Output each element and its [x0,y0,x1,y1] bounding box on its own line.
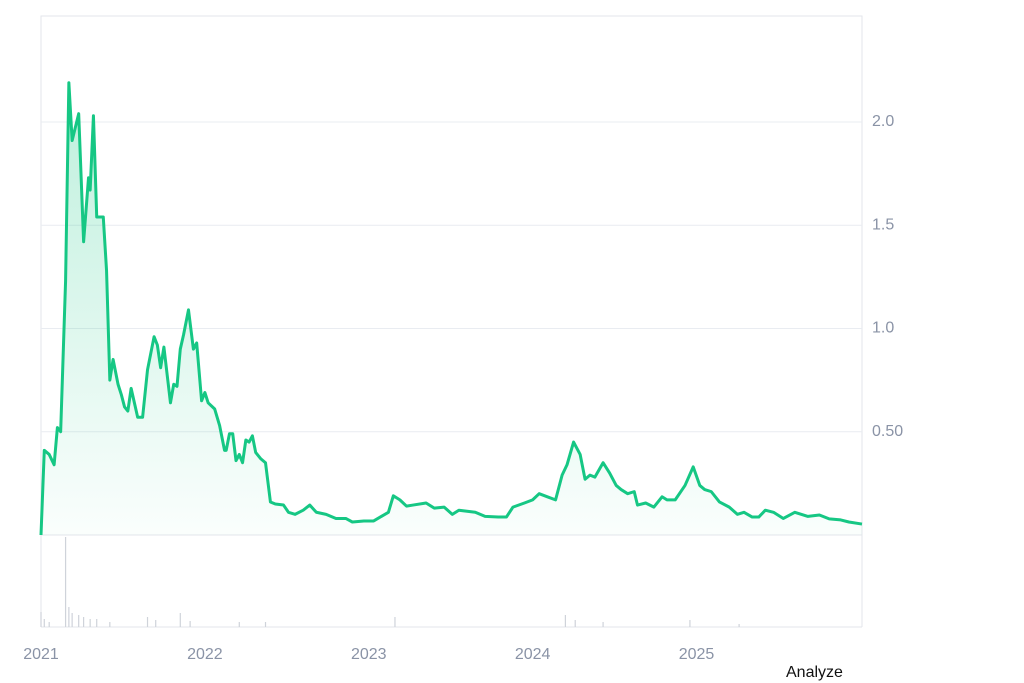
volume-bar [40,612,42,627]
volume-bar [89,619,91,627]
price-line [39,81,863,536]
x-tick-label: 2023 [351,646,387,663]
plot-frame [40,15,863,627]
volume-bar [48,622,50,627]
volume-bar [43,619,45,627]
volume-bar [394,617,396,627]
volume-bar [78,615,80,627]
volume-bar [574,620,576,627]
x-tick-label: 2021 [23,646,59,663]
x-tick-label: 2025 [679,646,715,663]
volume-bar [68,607,70,627]
x-tick-label: 2022 [187,646,223,663]
volume-bar [109,622,111,627]
volume-bar [189,621,191,627]
volume-bar [146,617,149,627]
y-tick-label: 2.0 [872,113,894,130]
volume-bar [564,615,566,627]
volume-bar [738,624,740,627]
volume-bar [64,537,67,627]
volume-bar [179,613,181,627]
y-tick-label: 0.50 [872,423,903,440]
y-tick-label: 1.0 [872,320,894,337]
y-tick-label: 1.5 [872,216,894,233]
volume-bar [264,622,267,627]
volume-bar [96,619,98,627]
volume-bar [238,622,240,627]
x-tick-label: 2024 [515,646,551,663]
volume-bar [155,620,157,627]
volume-bar [83,617,85,627]
area-fill [41,82,862,536]
volume-bar [602,622,604,627]
volume-bar [71,613,73,627]
volume-bar [689,620,691,627]
analyze-button[interactable]: Analyze [786,664,843,681]
